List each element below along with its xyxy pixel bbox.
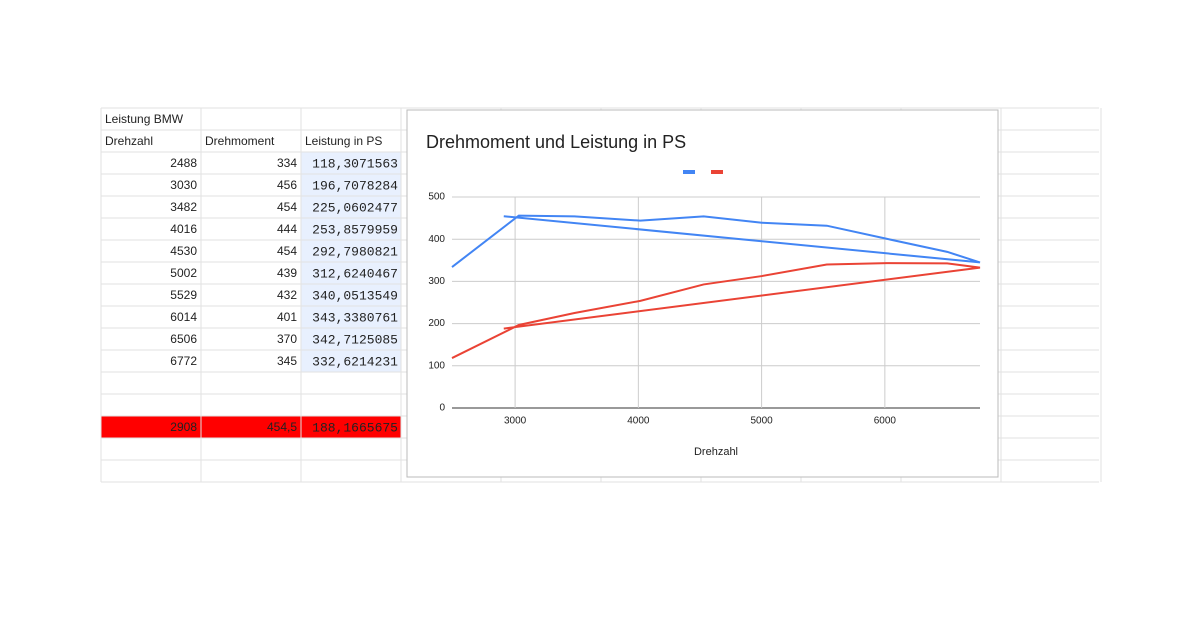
x-tick-label: 4000 [627,416,650,427]
highlight-row [101,416,401,438]
cell: 196,7078284 [312,178,398,193]
cell: 3030 [170,178,197,192]
cell: 5002 [170,266,197,280]
cell: 4016 [170,222,197,236]
header-cell: Leistung in PS [305,134,382,148]
cell: 454 [277,244,297,258]
x-axis-label: Drehzahl [694,446,738,458]
header-cell: Drehmoment [205,134,275,148]
cell: 401 [277,310,297,324]
cell: 340,0513549 [312,288,398,303]
cell: 6506 [170,332,197,346]
cell: 5529 [170,288,197,302]
y-tick-label: 500 [428,192,445,203]
legend-swatch [683,170,695,174]
series-line [451,262,981,359]
cell: 312,6240467 [312,266,398,281]
cell: 432 [277,288,297,302]
chart-frame [406,109,999,478]
cell: 2488 [170,156,197,170]
legend-swatch [711,170,723,174]
cell: 118,3071563 [312,156,398,171]
cell: 454,5 [267,420,297,434]
cell: 188,1665675 [312,420,398,435]
cell: 3482 [170,200,197,214]
series-line [451,214,981,268]
cell: 342,7125085 [312,332,398,347]
chart-title: Drehmoment und Leistung in PS [426,132,686,152]
cell: 456 [277,178,297,192]
x-tick-label: 6000 [874,416,897,427]
y-tick-label: 100 [428,360,445,371]
cell: 4530 [170,244,197,258]
cell: 334 [277,156,297,170]
cell: 225,0602477 [312,200,398,215]
cell: 6014 [170,310,197,324]
y-tick-label: 300 [428,276,445,287]
cell: 343,3380761 [312,310,398,325]
cell: 370 [277,332,297,346]
cell: 332,6214231 [312,354,398,369]
cell: 292,7980821 [312,244,398,259]
x-tick-label: 3000 [504,416,527,427]
cell: Leistung BMW [105,112,184,126]
cell: 253,8579959 [312,222,398,237]
x-tick-label: 5000 [750,416,773,427]
cell: 444 [277,222,297,236]
y-tick-label: 200 [428,318,445,329]
header-cell: Drehzahl [105,134,153,148]
y-tick-label: 0 [439,403,445,414]
cell: 345 [277,354,297,368]
cell: 439 [277,266,297,280]
cell: 454 [277,200,297,214]
cell: 6772 [170,354,197,368]
cell: 2908 [170,420,197,434]
y-tick-label: 400 [428,234,445,245]
